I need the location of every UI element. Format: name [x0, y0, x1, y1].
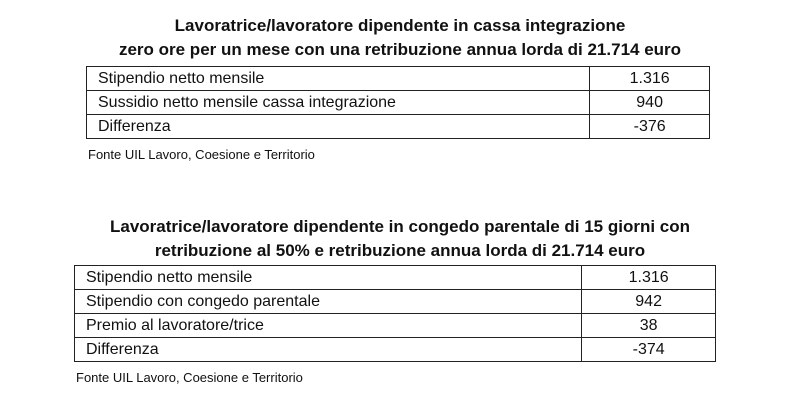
row-label: Stipendio netto mensile	[85, 66, 591, 91]
row-value: 942	[581, 289, 716, 314]
row-label: Differenza	[85, 114, 591, 139]
table2: Stipendio netto mensile 1.316 Stipendio …	[73, 265, 716, 362]
row-label: Differenza	[73, 337, 583, 362]
table1-title-line1: Lavoratrice/lavoratore dipendente in cas…	[174, 16, 626, 35]
row-value: 940	[589, 90, 710, 115]
table-row: Differenza -374	[73, 337, 716, 362]
row-value: -376	[589, 114, 710, 139]
table1-title-line2: zero ore per un mese con una retribuzion…	[118, 40, 682, 59]
table1-source: Fonte UIL Lavoro, Coesione e Territorio	[88, 147, 315, 162]
table1-title: Lavoratrice/lavoratore dipendente in cas…	[60, 14, 740, 62]
row-value: 1.316	[581, 265, 716, 290]
row-label: Stipendio netto mensile	[73, 265, 583, 290]
row-label: Premio al lavoratore/trice	[73, 313, 583, 338]
row-value: -374	[581, 337, 716, 362]
table2-title-line2: retribuzione al 50% e retribuzione annua…	[154, 241, 646, 260]
row-value: 1.316	[589, 66, 710, 91]
table-row: Stipendio con congedo parentale 942	[73, 289, 716, 314]
table2-source: Fonte UIL Lavoro, Coesione e Territorio	[76, 370, 303, 385]
row-label: Sussidio netto mensile cassa integrazion…	[85, 90, 591, 115]
table1: Stipendio netto mensile 1.316 Sussidio n…	[85, 66, 710, 139]
table-row: Sussidio netto mensile cassa integrazion…	[85, 90, 710, 115]
table-row: Premio al lavoratore/trice 38	[73, 313, 716, 338]
row-value: 38	[581, 313, 716, 338]
row-label: Stipendio con congedo parentale	[73, 289, 583, 314]
table-row: Differenza -376	[85, 114, 710, 139]
table2-title: Lavoratrice/lavoratore dipendente in con…	[60, 215, 740, 263]
table2-title-line1: Lavoratrice/lavoratore dipendente in con…	[109, 217, 691, 236]
table-row: Stipendio netto mensile 1.316	[73, 265, 716, 290]
table-row: Stipendio netto mensile 1.316	[85, 66, 710, 91]
